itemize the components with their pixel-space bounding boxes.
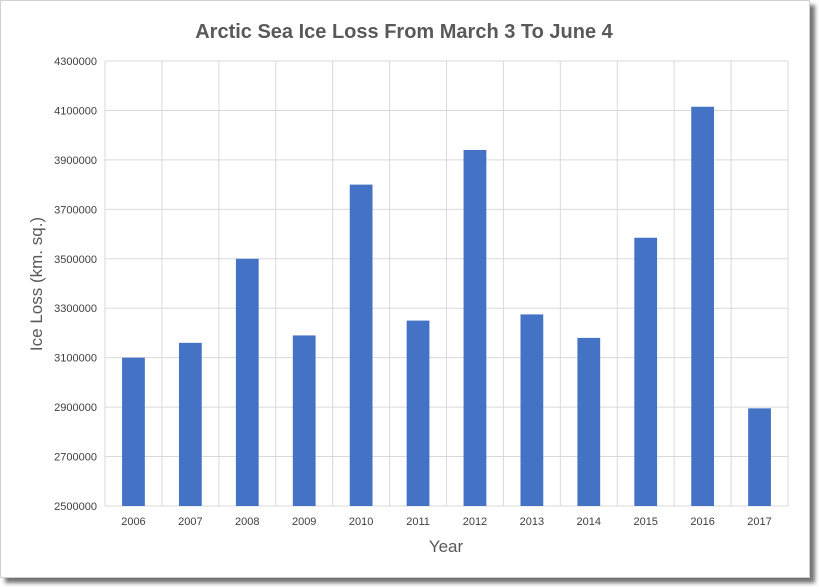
bar-2011	[406, 320, 430, 506]
x-tick-label: 2011	[406, 516, 430, 528]
x-tick-label: 2015	[633, 516, 657, 528]
bar-chart: 2500000 2700000 2900000 3100000 3300000 35000…	[27, 21, 789, 556]
x-tick-label: 2017	[747, 516, 771, 528]
bar-2015	[634, 237, 658, 506]
x-tick-label: 2009	[292, 516, 316, 528]
chart-title: Arctic Sea Ice Loss From March 3 To June…	[195, 21, 613, 43]
y-axis-ticks: 2500000 2700000 2900000 3100000 3300000 35000…	[54, 56, 97, 513]
bar-2012	[463, 150, 487, 506]
chart-frame: 2500000 2700000 2900000 3100000 3300000 35000…	[0, 0, 810, 578]
x-tick-label: 2016	[690, 516, 714, 528]
x-tick-label: 2014	[577, 516, 601, 528]
bar-2017	[748, 408, 771, 506]
x-tick-label: 2006	[121, 516, 145, 528]
bars	[122, 106, 771, 506]
bar-2016	[691, 106, 715, 506]
y-tick-label: 3900000	[54, 155, 97, 167]
x-axis-ticks: 2006 2007 2008 2009 2010 2011 2012 2013 2014 2015…	[121, 516, 772, 528]
bar-2007	[178, 342, 202, 506]
bar-2008	[235, 258, 259, 506]
x-tick-label: 2010	[349, 516, 373, 528]
gridlines	[104, 60, 789, 507]
bar-2014	[577, 337, 601, 506]
y-tick-label: 3500000	[54, 254, 97, 266]
y-tick-label: 3300000	[54, 303, 97, 315]
bar-2009	[292, 335, 316, 506]
y-tick-label: 4300000	[54, 56, 97, 68]
x-axis-title: Year	[429, 537, 464, 556]
y-tick-label: 3700000	[54, 204, 97, 216]
y-axis-title: Ice Loss (km. sq.)	[27, 217, 46, 351]
y-tick-label: 2500000	[54, 501, 97, 513]
bar-2013	[520, 314, 544, 506]
y-tick-label: 3100000	[54, 353, 97, 365]
x-tick-label: 2008	[235, 516, 259, 528]
y-tick-label: 2900000	[54, 402, 97, 414]
y-tick-label: 2700000	[54, 452, 97, 464]
bar-2006	[122, 357, 145, 506]
bar-2010	[349, 184, 373, 506]
x-tick-label: 2013	[520, 516, 544, 528]
x-tick-label: 2007	[178, 516, 202, 528]
y-tick-label: 4100000	[54, 105, 97, 117]
x-tick-label: 2012	[463, 516, 487, 528]
